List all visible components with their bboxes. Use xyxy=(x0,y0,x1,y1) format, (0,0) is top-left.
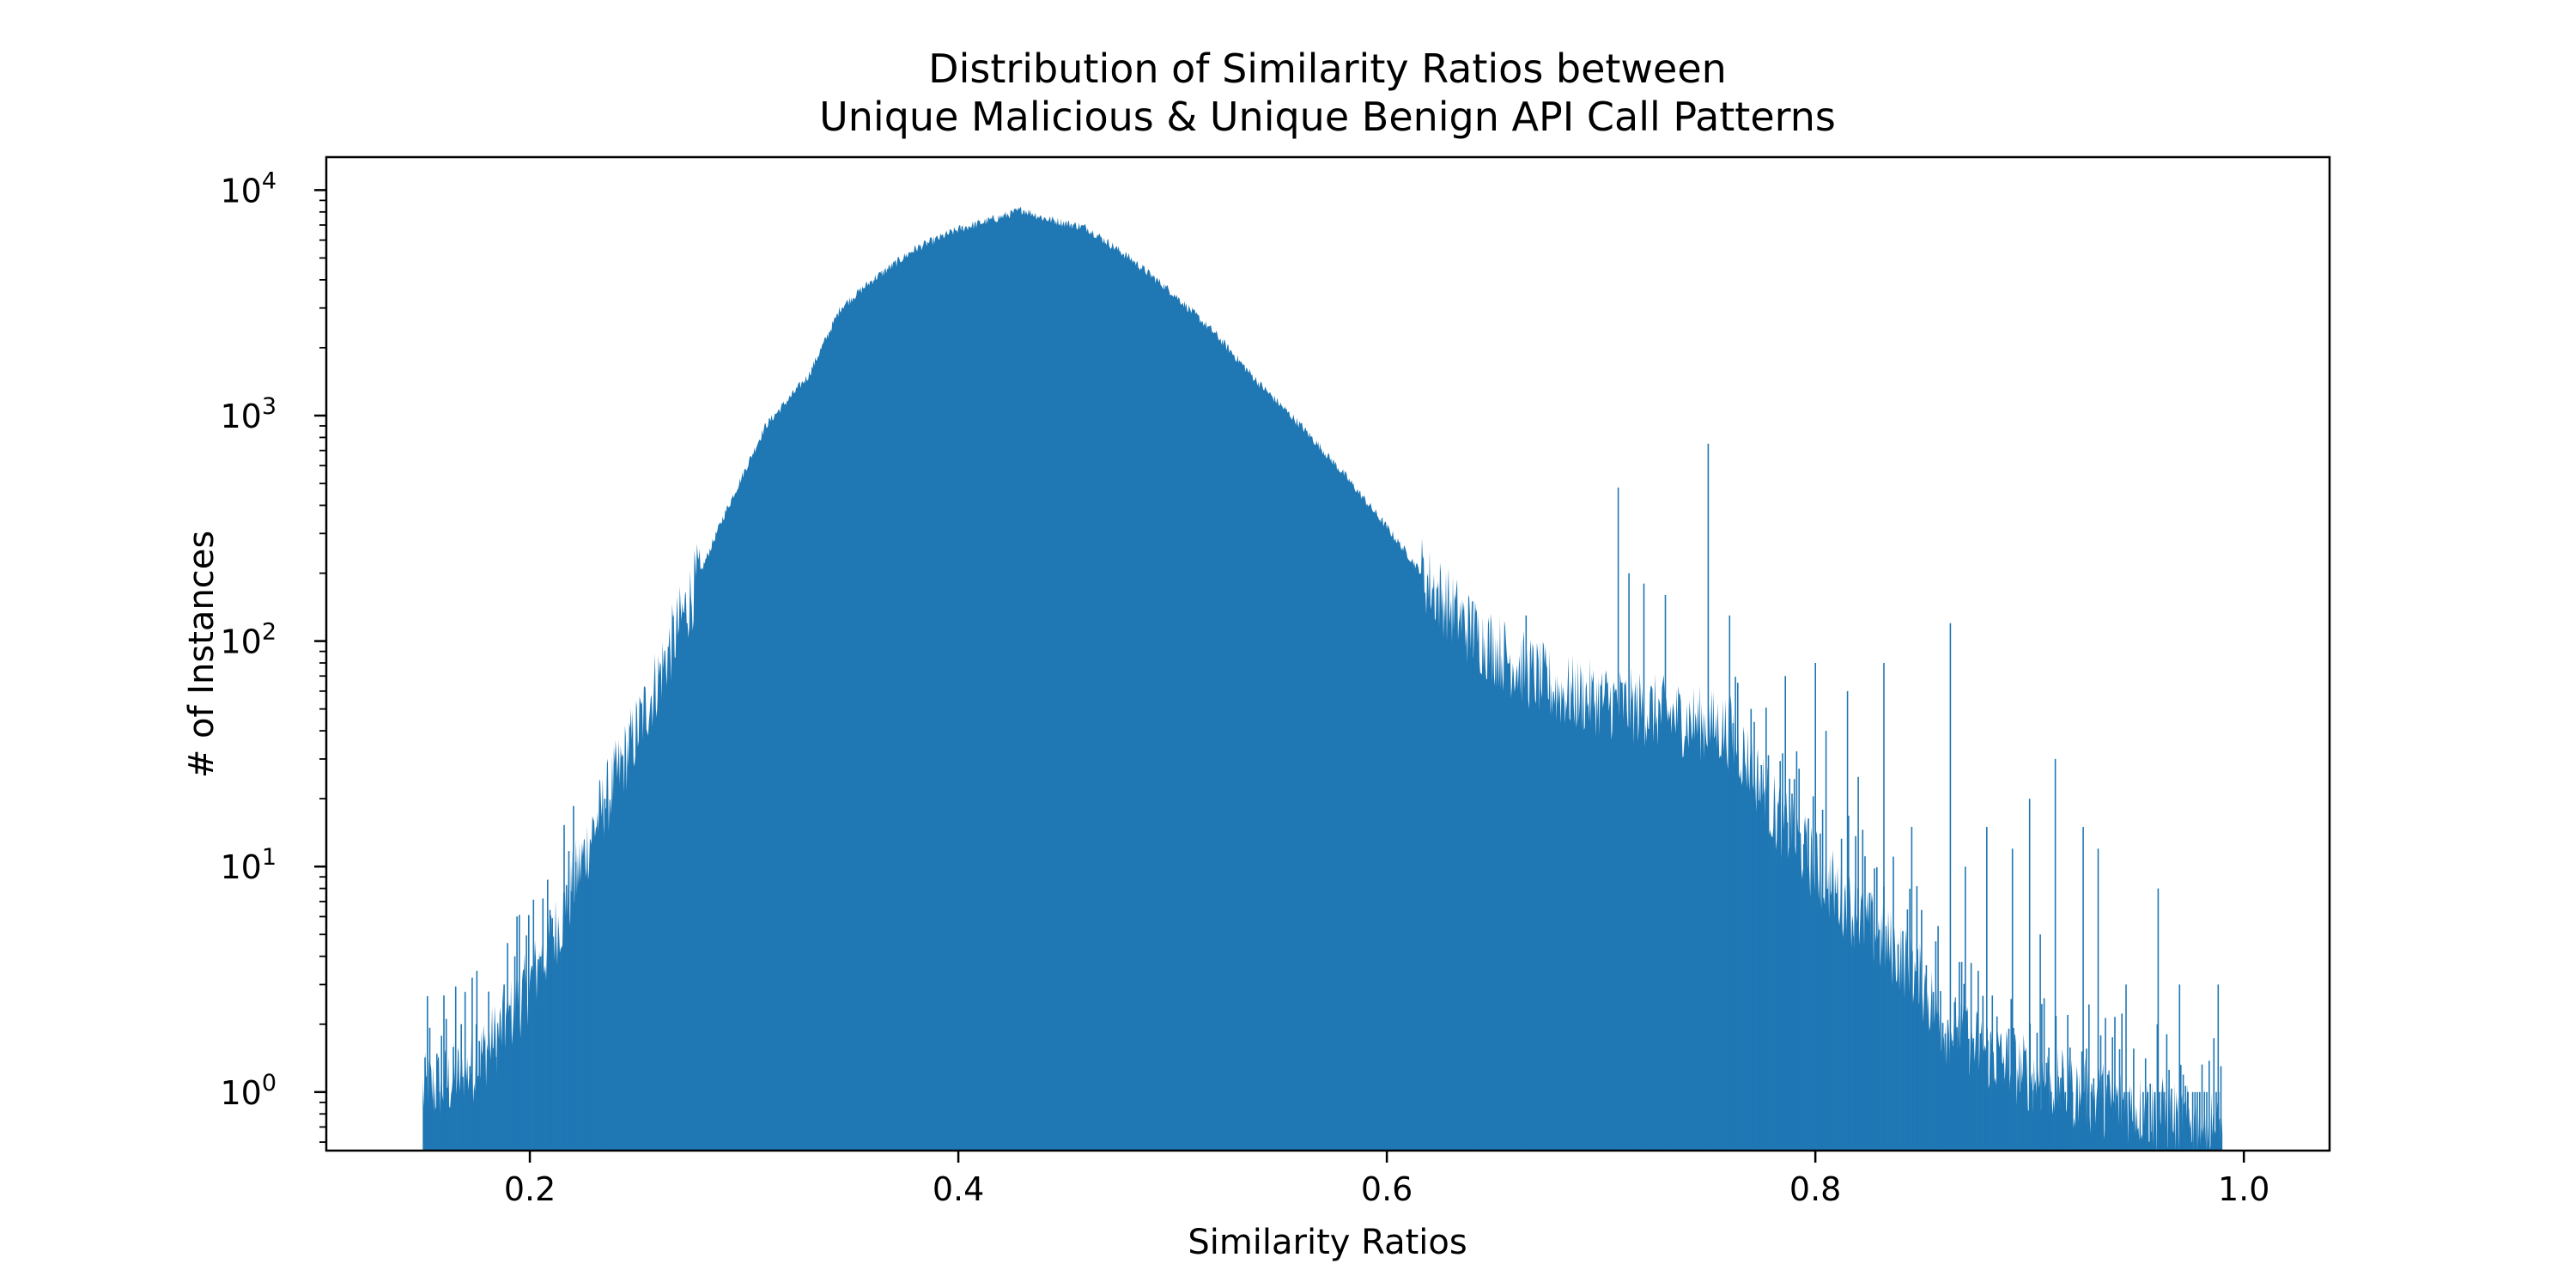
x-tick-label: 0.4 xyxy=(933,1170,984,1208)
x-tick-label: 0.8 xyxy=(1789,1170,1841,1208)
histogram-body xyxy=(422,206,2223,1151)
x-tick-label: 0.6 xyxy=(1361,1170,1413,1208)
x-tick-label: 1.0 xyxy=(2218,1170,2269,1208)
y-tick-label: 100 xyxy=(220,1070,276,1112)
x-axis: 0.2 0.4 0.6 0.8 1.0 xyxy=(504,1151,2269,1208)
chart-title-line-2: Unique Malicious & Unique Benign API Cal… xyxy=(819,94,1836,140)
chart-title-line-1: Distribution of Similarity Ratios betwee… xyxy=(928,46,1727,92)
y-axis-label: # of Instances xyxy=(182,531,222,778)
histogram-bars xyxy=(422,206,2223,1151)
plot-frame xyxy=(325,155,2331,1152)
x-axis-label: Similarity Ratios xyxy=(1188,1223,1467,1262)
x-tick-label: 0.2 xyxy=(504,1170,556,1208)
